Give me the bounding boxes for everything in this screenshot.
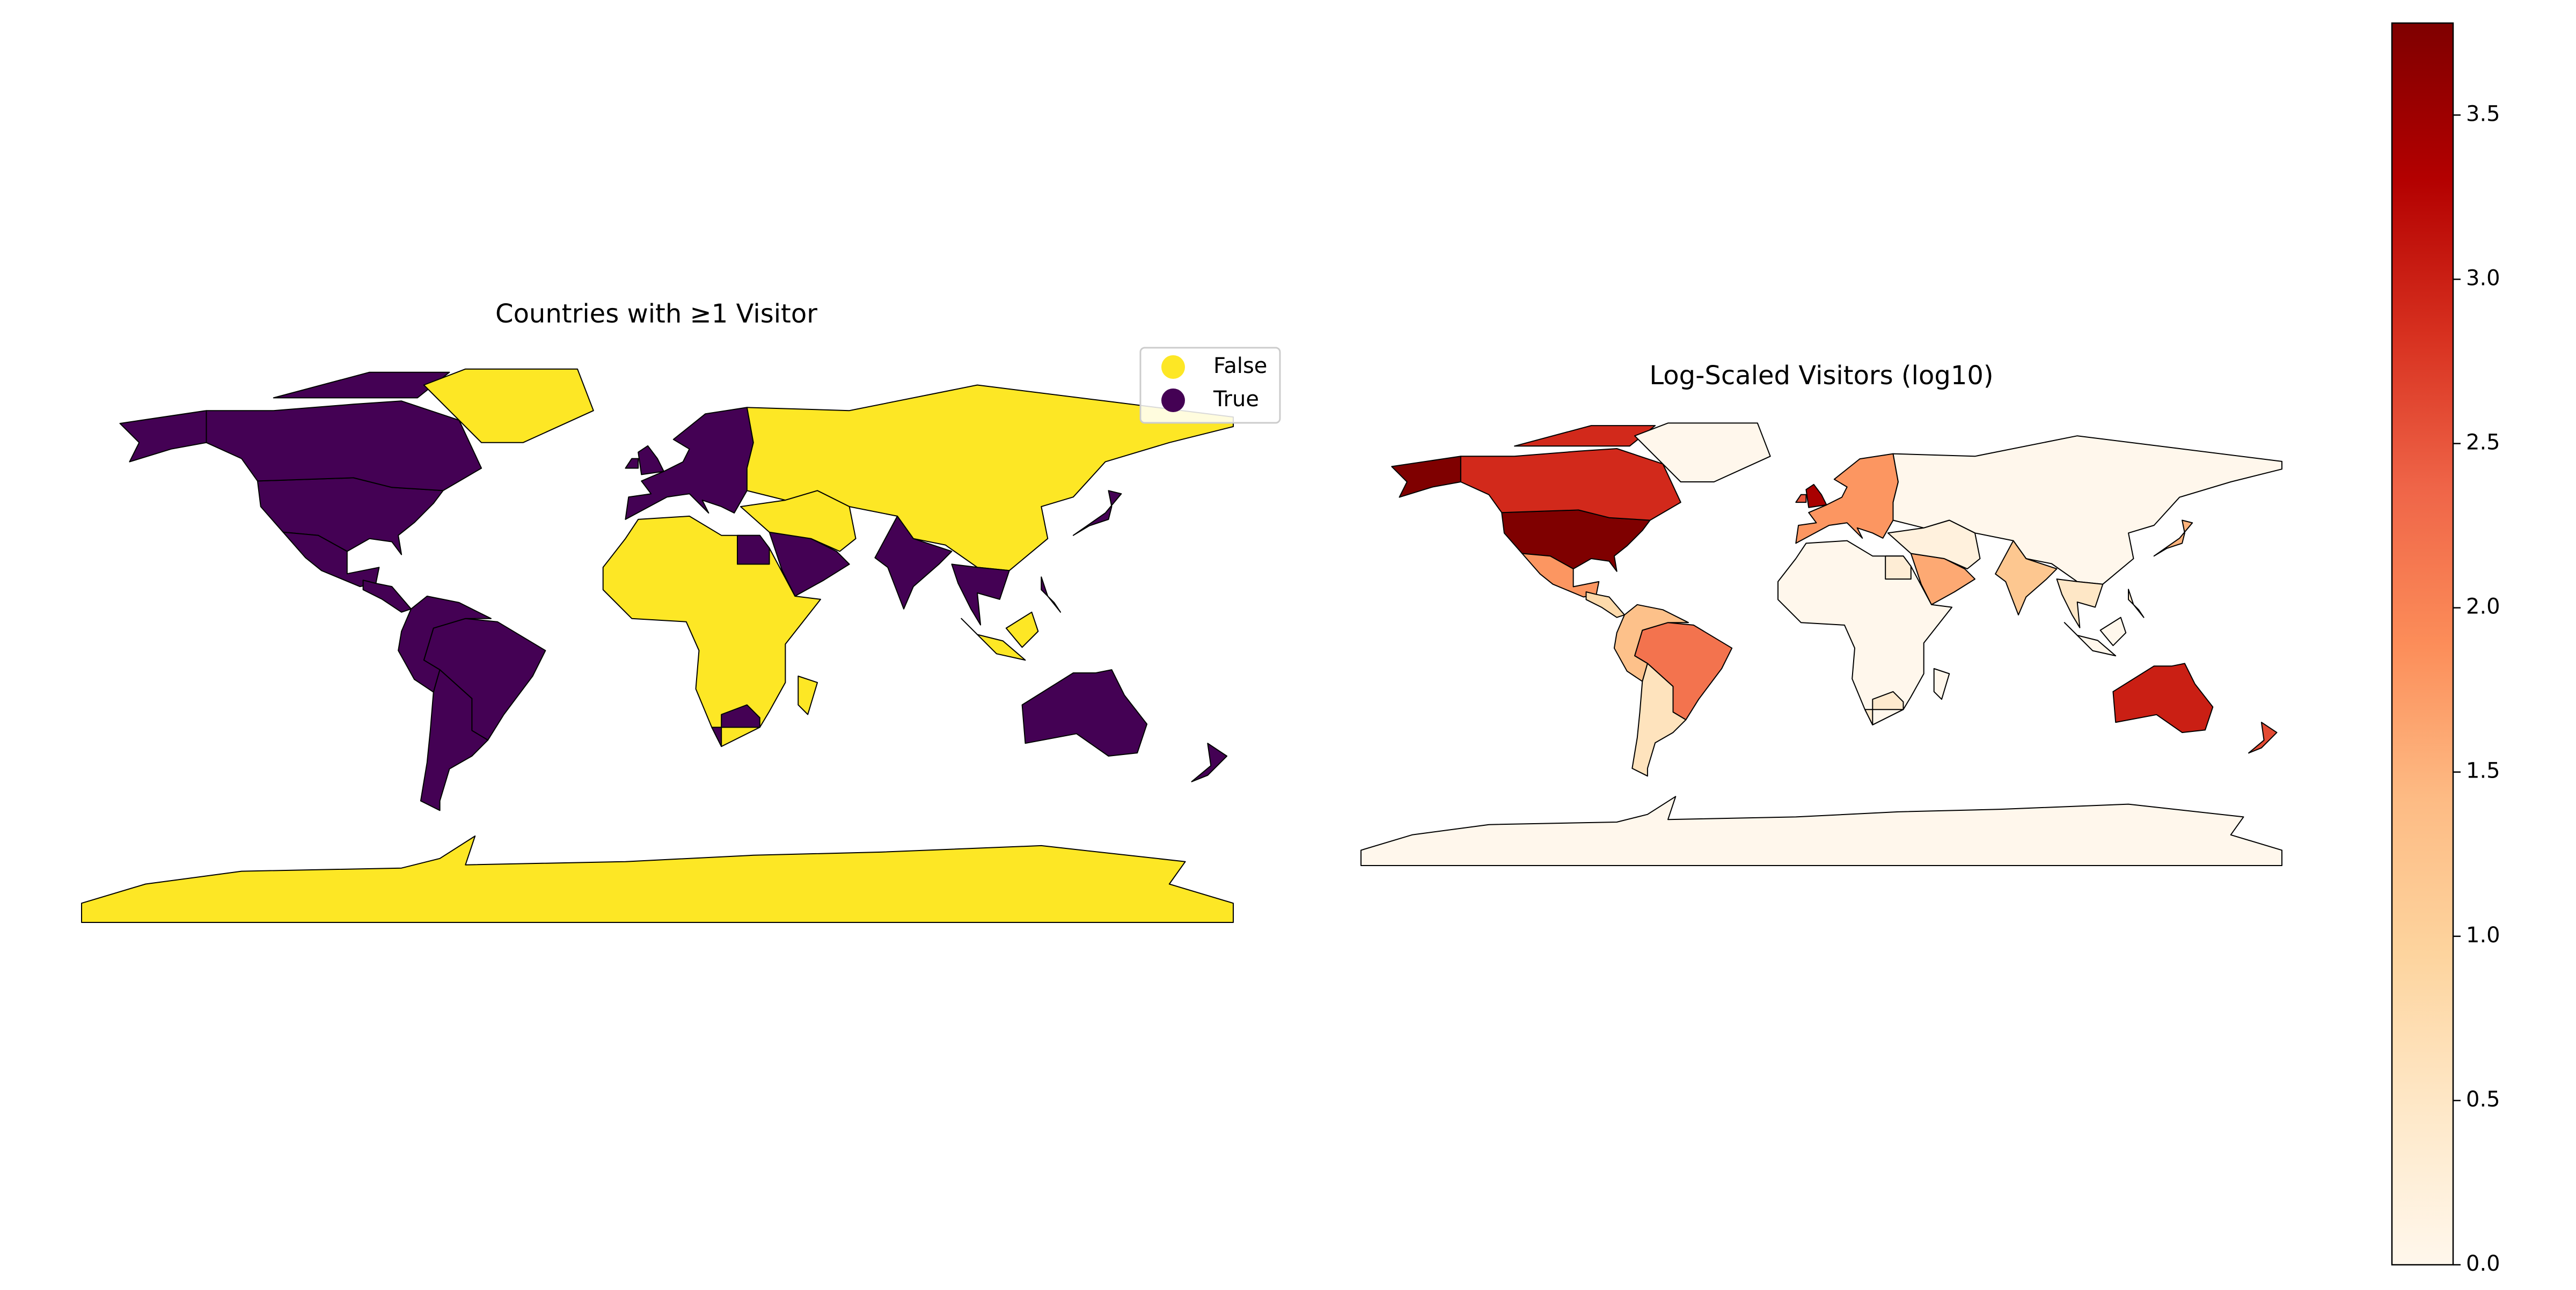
country (1514, 425, 1656, 447)
country (711, 704, 760, 747)
country (398, 596, 492, 693)
country (1795, 494, 1807, 503)
right-title: Log-Scaled Visitors (log10) (1649, 361, 1993, 391)
country (1072, 490, 1122, 536)
left-map (81, 368, 1234, 923)
country (2112, 663, 2214, 734)
country (737, 534, 770, 565)
colorbar-tick-label: 3.5 (2466, 101, 2500, 126)
country (1391, 456, 1461, 498)
left-title: Countries with ≥1 Visitor (495, 299, 817, 329)
legend-marker (1161, 389, 1185, 412)
legend: False True (1161, 354, 1267, 412)
country (1885, 555, 1912, 580)
country (1005, 611, 1039, 648)
colorbar-tick-label: 3.0 (2466, 266, 2500, 290)
country (119, 410, 207, 463)
country (1995, 540, 2058, 615)
country (273, 371, 450, 399)
country (1805, 483, 1827, 508)
colorbar-tick-label: 2.5 (2466, 430, 2500, 455)
country (951, 563, 1010, 626)
country (2153, 519, 2193, 557)
legend-label: False (1213, 354, 1267, 378)
legend-marker (1161, 355, 1185, 379)
country (1864, 691, 1904, 725)
country (1360, 796, 2282, 866)
country (362, 580, 412, 613)
colorbar: 0.0 0.5 1.0 1.5 2.0 2.5 3.0 3.5 (2391, 22, 2500, 1276)
country (961, 618, 1026, 661)
country (206, 400, 482, 492)
country (740, 490, 857, 552)
country (1933, 668, 1950, 700)
colorbar-scale (2391, 22, 2454, 1266)
country (1634, 422, 1771, 482)
colorbar-tick-label: 1.5 (2466, 759, 2500, 783)
country (797, 676, 818, 715)
country (1191, 743, 1228, 782)
country (1460, 448, 1681, 521)
country (874, 515, 953, 610)
country (1041, 576, 1062, 613)
colorbar-tick-label: 0.5 (2466, 1087, 2500, 1112)
country (602, 515, 821, 747)
right-map (1360, 422, 2282, 866)
colorbar-tick-label: 1.0 (2466, 923, 2500, 948)
country (1887, 519, 1981, 570)
country (81, 835, 1234, 923)
country (1521, 553, 1600, 598)
country (1631, 663, 1687, 777)
country (420, 669, 489, 811)
country (2099, 617, 2127, 647)
country (1613, 604, 1689, 682)
country (2128, 589, 2145, 618)
country (2056, 578, 2104, 628)
country (625, 458, 639, 469)
country (1777, 540, 1953, 725)
colorbar-tick-label: 2.0 (2466, 595, 2500, 619)
country (1585, 591, 1625, 618)
legend-label: True (1213, 387, 1259, 412)
country (2063, 622, 2117, 657)
country (638, 445, 664, 475)
colorbar-tick-label: 0.0 (2466, 1251, 2500, 1276)
country (1021, 669, 1148, 757)
country (2248, 722, 2278, 754)
country (282, 531, 380, 588)
country (423, 368, 594, 443)
